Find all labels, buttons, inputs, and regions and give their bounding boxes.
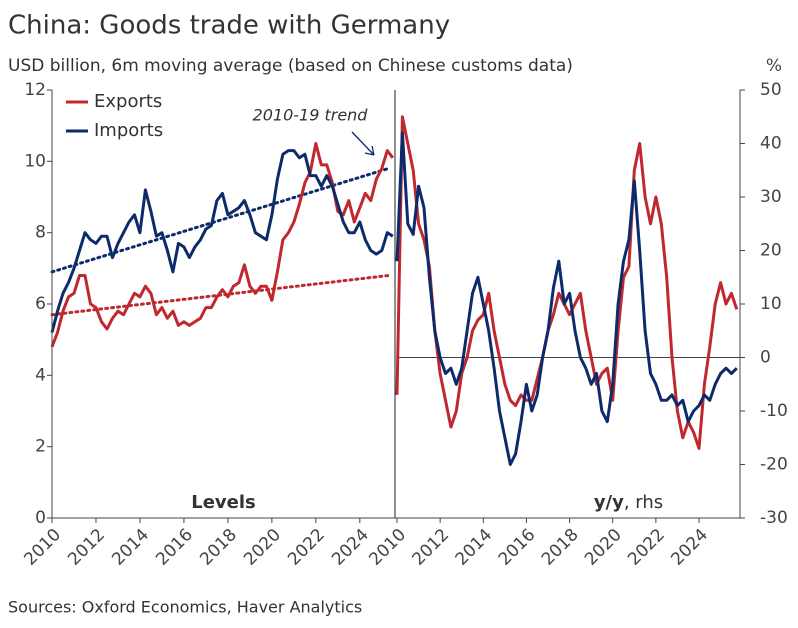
panel-label-main: Levels (191, 492, 256, 513)
unit-label: % (766, 56, 782, 76)
y-tick-label: -20 (760, 455, 788, 475)
y-tick-label: 12 (24, 80, 46, 100)
chart-title: China: Goods trade with Germany (8, 11, 450, 41)
y-tick-label: 40 (760, 134, 782, 154)
y-tick-label: 2 (35, 437, 46, 457)
legend-label: Exports (94, 91, 162, 112)
x-tick-label: 2014 (452, 525, 497, 570)
x-tick-label: 2022 (624, 525, 669, 570)
y-tick-label: 4 (35, 365, 46, 385)
x-tick-label: 2016 (495, 525, 540, 570)
x-tick-label: 2022 (284, 525, 329, 570)
y-tick-label: -10 (760, 401, 788, 421)
source: Sources: Oxford Economics, Haver Analyti… (8, 598, 362, 617)
x-tick-label: 2020 (240, 525, 285, 570)
panel-label-suffix: , rhs (624, 492, 663, 513)
panel-label-main: y/y (594, 492, 624, 513)
x-tick-label: 2010 (20, 525, 65, 570)
y-tick-label: -30 (760, 508, 788, 528)
x-tick-label: 2016 (152, 525, 197, 570)
panel-label: y/y, rhs (594, 492, 663, 513)
series-line (395, 131, 738, 466)
y-tick-label: 0 (760, 348, 771, 368)
y-tick-label: 10 (760, 294, 782, 314)
y-tick-label: 30 (760, 187, 782, 207)
x-tick-label: 2012 (64, 525, 109, 570)
x-tick-label: 2024 (328, 525, 373, 570)
annotation: 2010-19 trend (253, 106, 369, 125)
y-tick-label: 50 (760, 80, 782, 100)
x-tick-label: 2020 (581, 525, 626, 570)
x-tick-label: 2014 (108, 525, 153, 570)
x-tick-label: 2012 (408, 525, 453, 570)
y-tick-label: 8 (35, 223, 46, 243)
y-tick-label: 20 (760, 241, 782, 261)
x-tick-label: 2018 (538, 525, 583, 570)
series-line (395, 115, 739, 450)
x-tick-label: 2010 (365, 525, 410, 570)
chart-subtitle: USD billion, 6m moving average (based on… (8, 56, 573, 76)
x-tick-label: 2024 (667, 525, 712, 570)
y-tick-label: 10 (24, 151, 46, 171)
y-tick-label: 6 (35, 294, 46, 314)
annotation-arrow (351, 131, 375, 156)
trend-line (50, 274, 390, 317)
x-tick-label: 2018 (196, 525, 241, 570)
series-line (50, 142, 394, 348)
panel-label: Levels (191, 492, 256, 513)
trend-line (50, 167, 390, 274)
y-tick-label: 0 (35, 508, 46, 528)
legend-label: Imports (94, 120, 163, 141)
series-line (50, 149, 394, 333)
